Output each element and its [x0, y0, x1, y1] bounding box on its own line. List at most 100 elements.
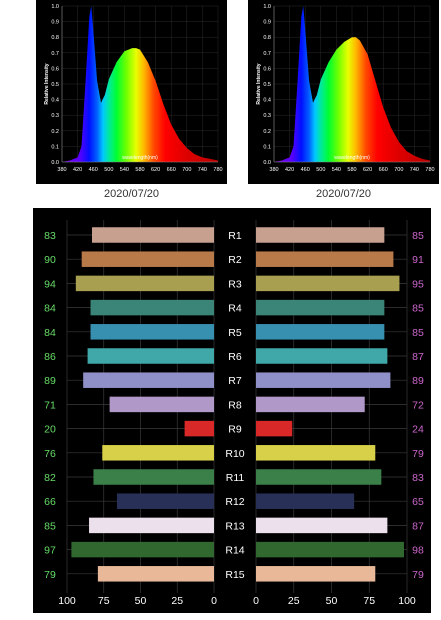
spectrum-x-tick: 740: [198, 167, 207, 173]
spectrum-x-label: wavelength(nm): [122, 155, 158, 161]
spectrum-y-tick: 0.9: [263, 20, 271, 26]
cri-bar-left-R13: [89, 517, 214, 534]
spectrum-x-label: wavelength(nm): [334, 155, 370, 161]
spectrum-x-tick: 700: [394, 167, 403, 173]
cri-category-label: R15: [225, 569, 244, 581]
spectrum-x-tick: 380: [57, 167, 66, 173]
cri-value-right: 65: [412, 496, 424, 508]
cri-bar-right-R6: [256, 348, 388, 364]
spectrum-y-tick: 0.0: [263, 160, 271, 166]
cri-bar-right-R1: [256, 227, 385, 243]
spectrum-y-tick: 0.7: [263, 51, 271, 57]
cri-tick-left: 75: [98, 595, 110, 607]
cri-bar-right-R3: [256, 275, 400, 292]
cri-value-left: 71: [44, 399, 56, 411]
cri-value-right: 85: [412, 327, 424, 339]
cri-value-left: 90: [44, 254, 56, 266]
spectrum-y-tick: 0.1: [263, 144, 271, 150]
cri-bar-left-R11: [93, 469, 214, 485]
cri-bar-left-R15: [97, 566, 214, 582]
cri-category-label: R5: [228, 327, 242, 339]
cri-value-left: 79: [44, 569, 56, 581]
cri-value-right: 87: [412, 351, 424, 363]
spectrum-y-tick: 1.0: [51, 4, 59, 10]
spectrum-svg-left: 0.0 0.1 0.2 0.3 0.4 0.5 0.6 0.7 0.8 0.9 1.0 380 420 4…: [44, 4, 223, 173]
spectrum-y-tick: 0.5: [263, 82, 271, 88]
cri-category-label: R12: [225, 496, 244, 508]
spectrum-x-tick: 700: [182, 167, 191, 173]
spectrum-svg-right: 0.0 0.1 0.2 0.3 0.4 0.5 0.6 0.7 0.8 0.9 1.0 380 420 4…: [256, 4, 435, 173]
cri-bar-left-R2: [81, 251, 214, 267]
spectrum-y-tick: 0.4: [263, 98, 271, 104]
cri-category-label: R2: [228, 254, 242, 266]
cri-value-left: 84: [44, 327, 56, 339]
spectrum-x-tick: 620: [151, 167, 160, 173]
cri-bar-right-R15: [256, 566, 376, 582]
cri-bar-chart: R1 83 85 R2 90 91 R3 94 95 R4 84 85 R5 84 85 R6 86 87 R7 89…: [33, 208, 431, 613]
cri-bar-right-R10: [256, 445, 376, 461]
spectrum-y-tick: 0.2: [263, 129, 271, 135]
spectrum-y-tick: 0.8: [51, 35, 59, 41]
cri-bar-right-R11: [256, 469, 382, 485]
cri-bar-right-R4: [256, 299, 385, 316]
spectrum-x-tick: 780: [213, 167, 222, 173]
cri-value-right: 91: [412, 254, 424, 266]
cri-category-label: R14: [225, 545, 244, 557]
spectrum-x-tick: 740: [410, 167, 419, 173]
cri-svg: R1 83 85 R2 90 91 R3 94 95 R4 84 85 R5 84 85 R6 86 87 R7 89…: [44, 220, 424, 607]
spectrum-y-tick: 0.1: [51, 144, 59, 150]
cri-tick-right: 25: [288, 595, 300, 607]
spectrum-y-tick: 0.3: [51, 113, 59, 119]
cri-value-right: 79: [412, 448, 424, 460]
cri-value-right: 95: [412, 278, 424, 290]
spectrum-x-tick: 420: [73, 167, 82, 173]
spectrum-x-tick: 420: [285, 167, 294, 173]
cri-value-right: 83: [412, 472, 424, 484]
cri-bar-left-R5: [90, 324, 214, 340]
spectrum-y-tick: 0.6: [263, 66, 271, 72]
cri-category-label: R10: [225, 448, 244, 460]
spectrum-x-tick: 500: [104, 167, 113, 173]
spectrum-y-label: Relative Intensity: [44, 63, 50, 104]
cri-value-left: 20: [44, 424, 56, 436]
spectrum-x-tick: 540: [332, 167, 341, 173]
spectrum-y-tick: 0.6: [51, 66, 59, 72]
spectrum-y-tick: 0.5: [51, 82, 59, 88]
spectrum-x-tick: 660: [167, 167, 176, 173]
cri-bar-left-R9: [184, 420, 214, 437]
cri-category-label: R7: [228, 375, 242, 387]
cri-value-right: 85: [412, 230, 424, 242]
cri-tick-left: 25: [171, 595, 183, 607]
cri-bar-right-R7: [256, 372, 391, 388]
cri-value-right: 24: [412, 424, 424, 436]
spectrum-chart-right: 0.0 0.1 0.2 0.3 0.4 0.5 0.6 0.7 0.8 0.9 1.0 380 420 4…: [248, 0, 439, 184]
spectrum-x-tick: 380: [269, 167, 278, 173]
spectrum-y-tick: 0.7: [51, 51, 59, 57]
spectrum-x-tick: 540: [120, 167, 129, 173]
cri-value-left: 66: [44, 496, 56, 508]
cri-value-left: 84: [44, 303, 56, 315]
cri-tick-right: 100: [398, 595, 416, 607]
cri-tick-left: 50: [135, 595, 147, 607]
spectrum-x-tick: 580: [135, 167, 144, 173]
spectrum-date-left: 2020/07/20: [103, 188, 160, 200]
cri-value-right: 98: [412, 545, 424, 557]
cri-value-right: 79: [412, 569, 424, 581]
cri-value-right: 89: [412, 375, 424, 387]
cri-bar-left-R14: [71, 541, 214, 558]
spectrum-x-tick: 500: [316, 167, 325, 173]
spectrum-area: [62, 6, 218, 162]
cri-tick-left: 100: [58, 595, 76, 607]
cri-tick-left: 0: [211, 595, 217, 607]
cri-value-left: 83: [44, 230, 56, 242]
cri-tick-right: 0: [253, 595, 259, 607]
cri-bar-left-R6: [87, 348, 214, 364]
cri-value-right: 72: [412, 399, 424, 411]
cri-bar-right-R13: [256, 517, 388, 534]
cri-bar-left-R7: [83, 372, 214, 388]
spectrum-y-tick: 0.0: [51, 160, 59, 166]
cri-bar-right-R14: [256, 541, 404, 558]
cri-category-label: R11: [226, 472, 245, 484]
cri-value-left: 97: [44, 545, 56, 557]
cri-bar-right-R12: [256, 493, 355, 509]
